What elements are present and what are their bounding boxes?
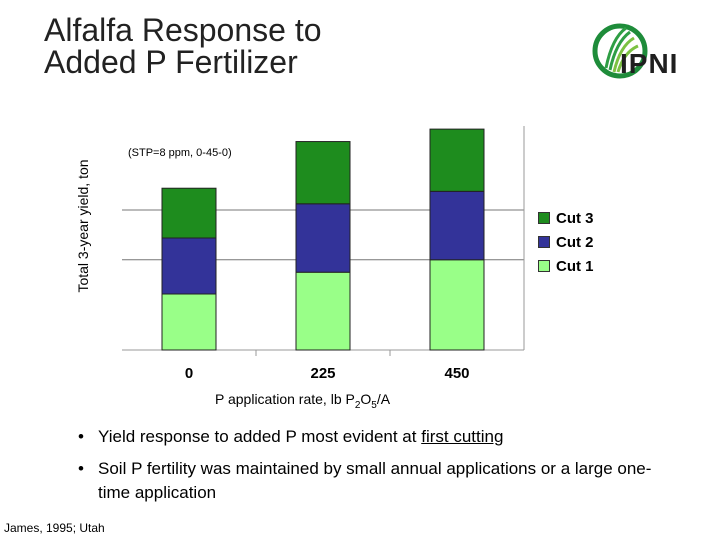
bullet-text-main: Yield response to added P most evident a… (98, 427, 422, 446)
legend-label-cut1: Cut 1 (556, 257, 594, 275)
legend-swatch-cut1 (538, 260, 550, 272)
bar-segment-cut-1 (429, 259, 485, 351)
logo-text: IPNI (620, 48, 679, 79)
bar-segment-cut-3 (295, 141, 351, 205)
legend-swatch-cut3 (538, 212, 550, 224)
x-axis-label-main: P application rate, lb P (215, 391, 355, 407)
legend: Cut 3 Cut 2 Cut 1 (538, 206, 594, 278)
source-citation: James, 1995; Utah (4, 521, 105, 535)
bullet-text-underlined: first cutting (421, 427, 504, 446)
legend-label-cut2: Cut 2 (556, 233, 594, 251)
bullet-text: Yield response to added P most evident a… (98, 425, 503, 449)
title-line-2: Added P Fertilizer (44, 44, 298, 80)
slide-title: Alfalfa Response to Added P Fertilizer (44, 14, 322, 78)
legend-label-cut3: Cut 3 (556, 209, 594, 227)
legend-item-cut1: Cut 1 (538, 254, 594, 278)
bar-segment-cut-2 (161, 237, 217, 295)
title-line-1: Alfalfa Response to (44, 12, 322, 48)
chart-annotation: (STP=8 ppm, 0-45-0) (128, 147, 232, 159)
bullet-marker: • (78, 459, 84, 478)
legend-swatch-cut2 (538, 236, 550, 248)
x-axis-label-mid: O (360, 391, 372, 407)
bullet-item: • Yield response to added P most evident… (78, 425, 658, 449)
bullet-marker: • (78, 427, 84, 446)
x-tick-label: 0 (185, 365, 193, 382)
bar-segment-cut-1 (295, 271, 351, 351)
bar-segment-cut-2 (295, 203, 351, 273)
bar-segment-cut-2 (429, 190, 485, 261)
bar-segment-cut-3 (429, 128, 485, 192)
x-tick-label: 450 (444, 365, 469, 382)
bullet-text: Soil P fertility was maintained by small… (98, 459, 652, 502)
bullet-item: • Soil P fertility was maintained by sma… (78, 457, 658, 505)
bullet-list: • Yield response to added P most evident… (78, 425, 658, 513)
x-axis-label: P application rate, lb P2O5/A (215, 391, 390, 411)
bar-chart: 0 225 450 (122, 126, 525, 382)
x-axis-label-sub2: 5 (371, 399, 377, 411)
x-axis-label-sub1: 2 (354, 399, 361, 411)
x-axis-label-end: /A (376, 391, 391, 407)
bar-segment-cut-3 (161, 187, 217, 239)
legend-item-cut3: Cut 3 (538, 206, 594, 230)
bar-segment-cut-1 (161, 293, 217, 351)
ipni-logo-icon (592, 23, 648, 79)
x-tick-label: 225 (310, 365, 335, 382)
legend-item-cut2: Cut 2 (538, 230, 594, 254)
